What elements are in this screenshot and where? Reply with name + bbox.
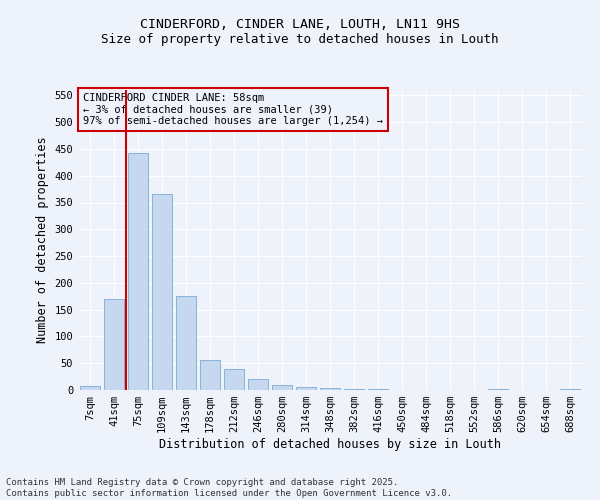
Bar [248, 380, 268, 390]
Bar [200, 360, 220, 390]
Y-axis label: Number of detached properties: Number of detached properties [36, 136, 49, 344]
Bar [176, 296, 196, 390]
Text: CINDERFORD CINDER LANE: 58sqm
← 3% of detached houses are smaller (39)
97% of se: CINDERFORD CINDER LANE: 58sqm ← 3% of de… [83, 93, 383, 126]
Bar [320, 388, 340, 390]
Text: CINDERFORD, CINDER LANE, LOUTH, LN11 9HS: CINDERFORD, CINDER LANE, LOUTH, LN11 9HS [140, 18, 460, 30]
Bar [152, 194, 172, 390]
X-axis label: Distribution of detached houses by size in Louth: Distribution of detached houses by size … [159, 438, 501, 451]
Text: Size of property relative to detached houses in Louth: Size of property relative to detached ho… [101, 32, 499, 46]
Bar [104, 299, 124, 390]
Text: Contains HM Land Registry data © Crown copyright and database right 2025.
Contai: Contains HM Land Registry data © Crown c… [6, 478, 452, 498]
Bar [296, 388, 316, 390]
Bar [272, 384, 292, 390]
Bar [224, 368, 244, 390]
Bar [80, 386, 100, 390]
Bar [128, 152, 148, 390]
